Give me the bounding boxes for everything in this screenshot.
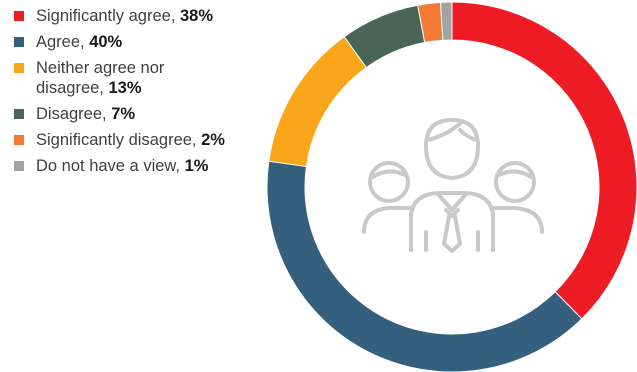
legend-item-agree: Agree, 40% (14, 32, 264, 52)
legend-value: 1% (184, 157, 209, 175)
legend-item-no-view: Do not have a view, 1% (14, 156, 264, 176)
legend-value: 38% (180, 7, 214, 25)
legend-swatch-no-view (14, 161, 24, 171)
legend-label: Significantly disagree, (36, 131, 202, 149)
legend-item-significantly-agree: Significantly agree, 38% (14, 6, 264, 26)
legend-value: 13% (108, 79, 142, 97)
legend-swatch-significantly-agree (14, 11, 24, 21)
legend-item-disagree: Disagree, 7% (14, 104, 264, 124)
legend-label: disagree, (36, 79, 109, 97)
legend-label: Disagree, (36, 105, 112, 123)
center-person-icon (409, 118, 495, 253)
legend-label-line1: Neither agree nor (36, 59, 165, 77)
legend-label: Agree, (36, 33, 90, 51)
legend: Significantly agree, 38% Agree, 40% Neit… (14, 6, 264, 182)
legend-swatch-significantly-disagree (14, 135, 24, 145)
people-group-icon (362, 118, 544, 253)
left-person-icon (362, 161, 412, 234)
legend-value: 40% (89, 33, 123, 51)
slice-neither (268, 35, 368, 168)
slice-no-view (439, 1, 453, 41)
legend-item-significantly-disagree: Significantly disagree, 2% (14, 130, 264, 150)
donut-slices (266, 1, 637, 372)
legend-label: Significantly agree, (36, 7, 180, 25)
slice-significantly-agree (451, 1, 637, 320)
legend-label: Do not have a view, (36, 157, 185, 175)
right-person-icon (492, 161, 544, 234)
slice-agree (266, 160, 583, 372)
legend-value: 2% (201, 131, 225, 149)
legend-swatch-agree (14, 37, 24, 47)
legend-swatch-neither (14, 63, 24, 73)
legend-item-neither: Neither agree nor disagree, 13% (14, 58, 264, 98)
legend-swatch-disagree (14, 109, 24, 119)
legend-value: 7% (111, 105, 136, 123)
